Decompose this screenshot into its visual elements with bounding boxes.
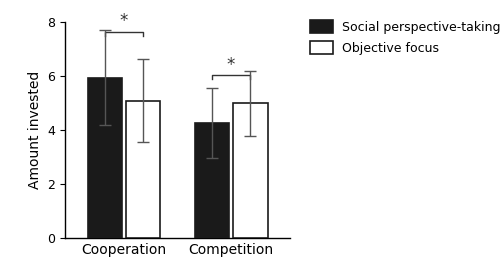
Bar xyxy=(126,101,160,238)
Text: *: * xyxy=(227,56,235,74)
Legend: Social perspective-taking, Objective focus: Social perspective-taking, Objective foc… xyxy=(308,18,500,58)
Text: *: * xyxy=(120,13,128,31)
Bar xyxy=(88,78,122,238)
Y-axis label: Amount invested: Amount invested xyxy=(28,71,42,189)
Bar xyxy=(194,123,229,238)
Bar xyxy=(233,103,268,238)
